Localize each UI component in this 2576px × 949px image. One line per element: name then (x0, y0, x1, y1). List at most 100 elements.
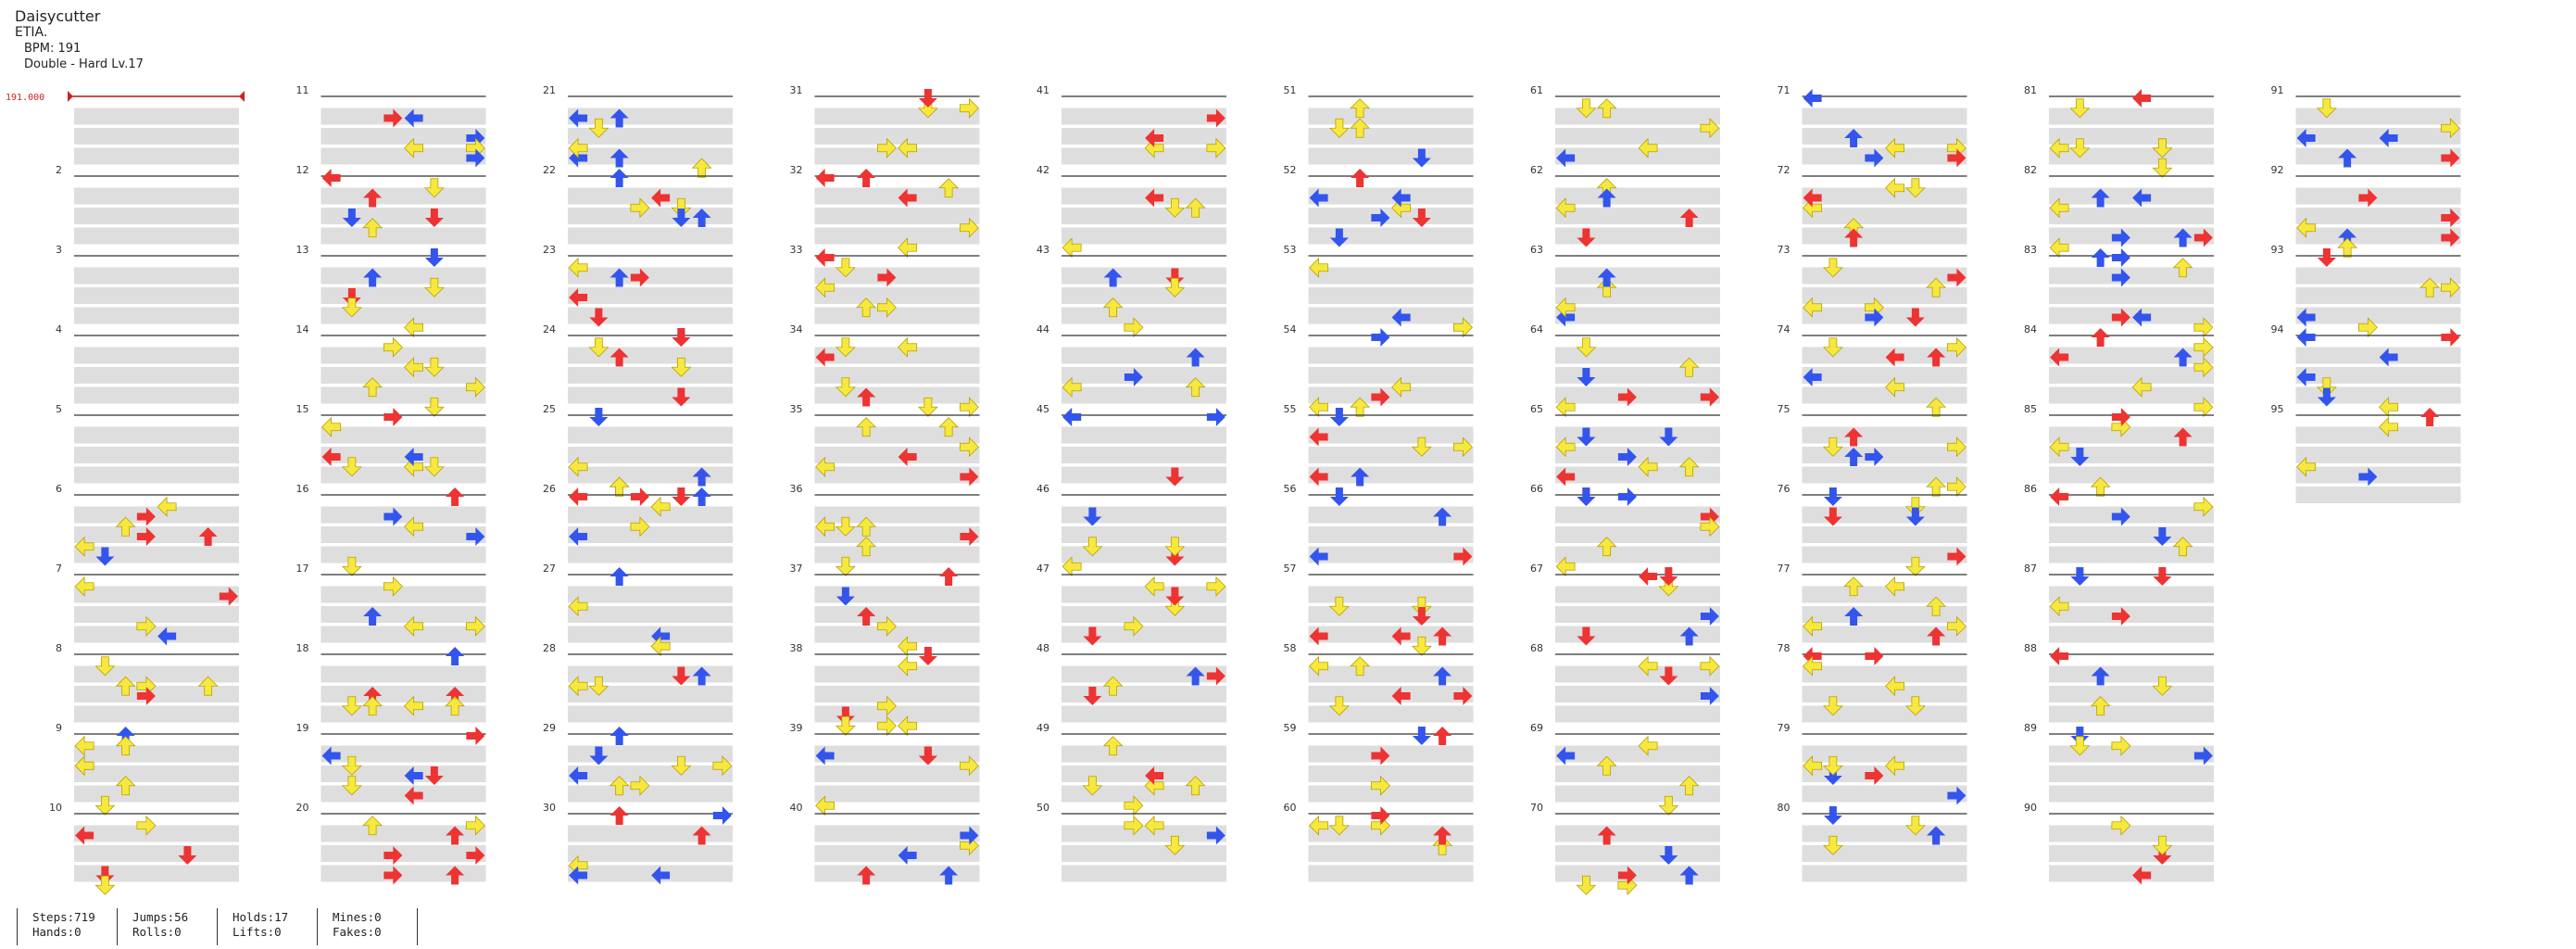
measure-number: 24 (543, 323, 556, 335)
measure: 13 (296, 244, 486, 324)
song-artist: ETIA. (15, 25, 48, 40)
measure-number: 6 (56, 483, 62, 495)
measure-number: 74 (1778, 323, 1791, 335)
measure-number: 49 (1037, 722, 1049, 734)
step-arrow-icon (609, 169, 629, 187)
measure-number: 73 (1778, 244, 1791, 256)
measure-number: 22 (543, 164, 556, 176)
measure: 5 (56, 403, 239, 484)
measure-number: 23 (543, 244, 556, 256)
measure-number: 83 (2024, 244, 2037, 256)
measure-number: 81 (2024, 84, 2037, 96)
measure-number: 14 (296, 323, 309, 335)
stat-rolls: Rolls:0 (132, 925, 182, 939)
measure: 58 (1284, 642, 1474, 723)
measure-number: 28 (543, 642, 556, 654)
step-arrow-icon (1351, 169, 1370, 187)
measure: 25 (543, 403, 733, 484)
measure: 75 (1778, 403, 1967, 484)
measure-number: 16 (296, 483, 309, 495)
step-arrow-icon (2091, 248, 2110, 267)
measure-number: 52 (1284, 164, 1297, 176)
step-arrow-icon (857, 169, 876, 187)
measure: 61 (1530, 84, 1720, 165)
measure: 88 (2024, 642, 2214, 723)
step-arrow-icon (2296, 328, 2316, 347)
step-arrow-icon (383, 408, 403, 426)
stats-group-steps: Steps:719 Hands:0 (17, 908, 117, 945)
song-header: Daisycutter ETIA. BPM: 191 Double - Hard… (15, 7, 144, 72)
measure: 76 (1778, 483, 1967, 563)
measure: 32 (790, 164, 980, 245)
measure-number: 8 (56, 642, 62, 654)
measure: 17 (296, 563, 486, 643)
measure-number: 18 (296, 642, 309, 654)
measure: 51 (1284, 84, 1474, 165)
measure: 12 (296, 164, 486, 245)
chart-difficulty: Double - Hard Lv.17 (24, 57, 144, 71)
stat-mines: Mines:0 (333, 910, 382, 924)
step-arrow-icon (672, 328, 691, 347)
measure: 46 (1037, 483, 1226, 563)
measure-number: 90 (2024, 802, 2037, 814)
measure: 59 (1284, 722, 1474, 803)
measure-number: 17 (296, 563, 309, 575)
measure-number: 71 (1778, 84, 1791, 96)
measure: 3 (56, 244, 239, 324)
step-arrow-icon (1329, 487, 1349, 506)
measure: 91 (2271, 84, 2461, 165)
measure: 38 (790, 642, 980, 723)
step-arrow-icon (2050, 487, 2069, 506)
step-arrow-icon (569, 487, 588, 506)
measure-number: 26 (543, 483, 556, 495)
measure: 84 (2024, 323, 2214, 404)
step-arrow-icon (1206, 408, 1225, 426)
measure-number: 21 (543, 84, 556, 96)
measure: 47 (1037, 563, 1226, 643)
bpm-label: 191.000 (6, 93, 44, 103)
measure-number: 44 (1037, 323, 1049, 335)
measure-number: 91 (2271, 84, 2284, 96)
measure: 66 (1530, 483, 1720, 563)
measure: 71 (1778, 84, 1967, 165)
measure-number: 93 (2271, 244, 2284, 256)
measure: 43 (1037, 244, 1226, 324)
measure: 93 (2271, 244, 2461, 324)
measure: 48 (1037, 642, 1226, 723)
step-arrow-icon (692, 487, 711, 506)
measure-number: 12 (296, 164, 309, 176)
measure-number: 3 (56, 244, 62, 256)
measure: 14 (296, 323, 486, 404)
bpm-marker: 191.000 (6, 91, 245, 103)
measure: 85 (2024, 403, 2214, 484)
step-arrow-icon (1823, 487, 1842, 506)
measure: 18 (296, 642, 486, 723)
measure: 77 (1778, 563, 1967, 643)
step-arrow-icon (1865, 647, 1884, 665)
measure: 28 (543, 642, 733, 723)
measure-number: 64 (1530, 323, 1543, 335)
measure: 63 (1530, 244, 1720, 324)
step-arrow-icon (1803, 89, 1822, 108)
measure-number: 50 (1037, 802, 1049, 814)
step-arrow-icon (321, 169, 341, 187)
measure-number: 75 (1778, 403, 1791, 415)
measure-number: 5 (56, 403, 62, 415)
measure: 68 (1530, 642, 1720, 723)
measure: 65 (1530, 403, 1720, 484)
measure-number: 79 (1778, 722, 1791, 734)
stat-lifts: Lifts:0 (232, 925, 282, 939)
step-arrow-icon (2050, 647, 2069, 665)
measure-number: 58 (1284, 642, 1297, 654)
step-arrow-icon (1639, 567, 1658, 586)
measure-number: 43 (1037, 244, 1049, 256)
measure: 87 (2024, 563, 2214, 643)
measure-number: 46 (1037, 483, 1049, 495)
measure: 82 (2024, 164, 2214, 245)
step-arrow-icon (2317, 248, 2336, 267)
measure-number: 62 (1530, 164, 1543, 176)
measure-number: 31 (790, 84, 803, 96)
step-arrow-icon (2153, 567, 2172, 586)
measure: 79 (1778, 722, 1967, 803)
step-arrow-icon (1412, 727, 1431, 745)
